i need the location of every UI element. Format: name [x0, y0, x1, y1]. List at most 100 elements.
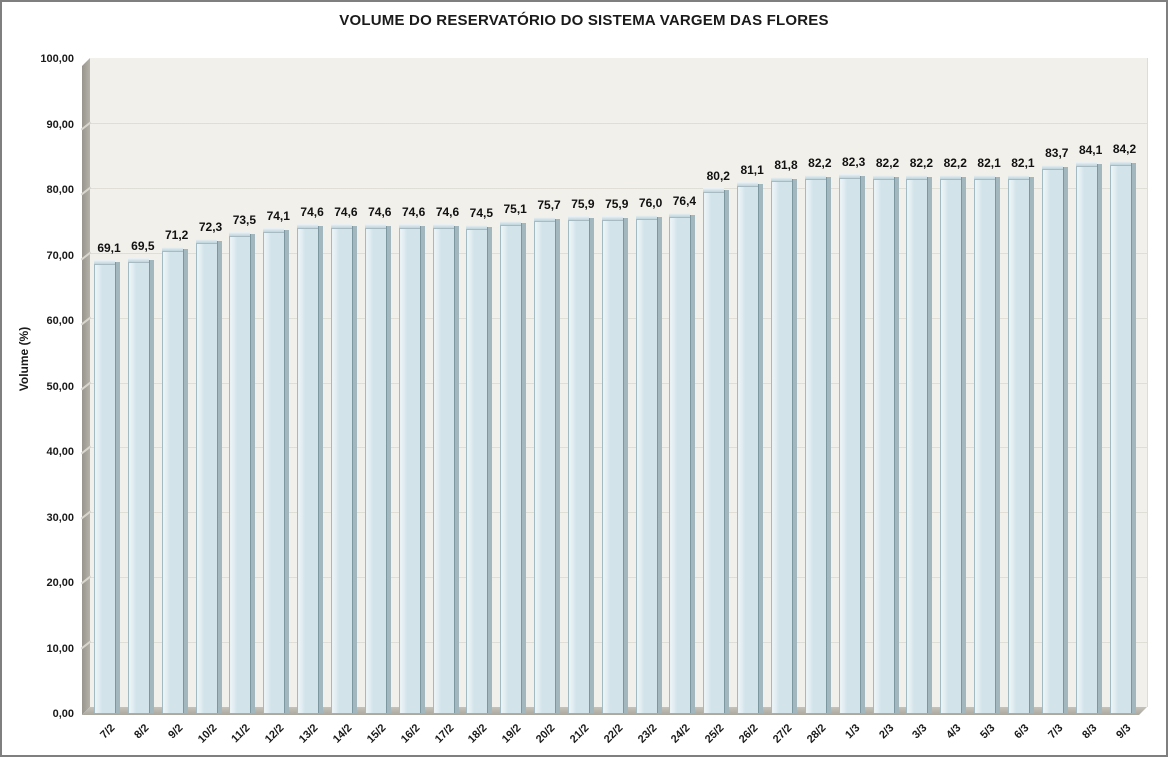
bar: [500, 221, 527, 713]
bar-side-3d: [893, 176, 899, 713]
bar-face: [1041, 164, 1063, 713]
bar-face: [534, 217, 556, 713]
bar-top-bevel: [534, 217, 556, 223]
bar: [940, 174, 967, 713]
bar-value-label: 82,1: [977, 156, 1001, 171]
bar-value-label: 82,2: [875, 155, 900, 170]
bar: [534, 217, 561, 713]
bar-side-3d: [859, 175, 865, 713]
bar-side-3d: [656, 217, 662, 713]
bar-face: [1075, 162, 1097, 713]
bar-face: [161, 246, 183, 713]
bar-value-label: 73,5: [232, 212, 257, 227]
y-tick-label: 100,00: [40, 53, 74, 65]
bar-face: [330, 224, 352, 713]
bar-value-label: 82,2: [808, 155, 832, 170]
bar-face: [737, 181, 759, 713]
bar-top-bevel: [940, 174, 962, 180]
bar-side-3d: [115, 262, 120, 713]
bar-top-bevel: [364, 224, 386, 230]
bar-side-3d: [182, 248, 188, 713]
bar-side-3d: [724, 189, 730, 713]
bar: [838, 173, 865, 713]
bar-value-label: 74,6: [334, 205, 358, 220]
bar: [297, 224, 324, 713]
y-tick-label: 0,00: [52, 708, 74, 720]
bar-value-label: 82,2: [909, 155, 934, 170]
gridline: [90, 121, 1147, 124]
y-tick-label: 80,00: [46, 184, 74, 196]
bar: [635, 215, 662, 713]
bar-side-3d: [995, 177, 1001, 713]
bar-side-3d: [555, 219, 561, 713]
bar-top-bevel: [1007, 175, 1029, 181]
bar-side-3d: [1028, 177, 1034, 713]
y-tick-label: 40,00: [46, 446, 74, 458]
bar-side-3d: [419, 226, 425, 713]
bar-face: [1007, 175, 1029, 713]
bar-face: [195, 239, 217, 713]
bar-value-label: 81,8: [774, 158, 798, 173]
bar-side-3d: [351, 226, 357, 713]
bar-top-bevel: [1109, 161, 1131, 167]
bar-value-label: 75,9: [571, 196, 595, 211]
bar-side-3d: [148, 259, 154, 713]
x-tick-label: 9/3: [1113, 722, 1133, 742]
bar-top-bevel: [432, 224, 454, 230]
bar-top-bevel: [500, 221, 522, 227]
bar-face: [669, 212, 691, 713]
bar-face: [906, 174, 928, 713]
bar-face: [364, 224, 386, 713]
y-tick-label: 90,00: [46, 118, 74, 131]
bar-top-bevel: [771, 177, 792, 183]
bar-top-bevel: [263, 227, 285, 233]
bar-side-3d: [927, 176, 933, 713]
bar-top-bevel: [804, 174, 826, 180]
bar-value-label: 82,2: [943, 155, 967, 170]
bar-top-bevel: [127, 257, 149, 263]
bar-side-3d: [758, 183, 764, 713]
bar: [804, 174, 831, 713]
bar-value-label: 76,4: [672, 193, 697, 208]
bar-side-3d: [690, 214, 696, 713]
bar-top-bevel: [703, 187, 725, 193]
bar: [195, 239, 222, 713]
bar-side-3d: [961, 176, 967, 713]
bar-side-3d: [487, 227, 493, 713]
bar-side-3d: [825, 176, 831, 713]
bar-face: [771, 177, 792, 713]
bar-face: [974, 175, 996, 713]
bar-side-3d: [792, 179, 797, 713]
bar: [263, 227, 290, 713]
bar-value-label: 74,1: [266, 208, 290, 223]
bar-value-label: 74,6: [368, 205, 392, 220]
bar-side-3d: [385, 226, 391, 713]
y-tick-label: 10,00: [46, 642, 74, 655]
bar: [601, 215, 628, 713]
bar-top-bevel: [669, 212, 691, 218]
bar-face: [500, 221, 522, 713]
bar: [330, 224, 357, 713]
bar-face: [432, 224, 454, 713]
y-tick-label: 20,00: [46, 577, 74, 589]
bar-value-label: 75,7: [537, 198, 561, 213]
bar-side-3d: [1096, 164, 1102, 713]
gridline: [90, 186, 1147, 189]
bar: [229, 231, 256, 713]
bar-top-bevel: [737, 181, 759, 187]
bar-face: [567, 215, 589, 713]
bar-top-bevel: [330, 224, 352, 230]
bar: [872, 174, 899, 713]
bar: [771, 177, 797, 713]
bar-top-bevel: [635, 215, 657, 221]
bar: [161, 246, 188, 713]
bar-side-3d: [250, 233, 256, 713]
bar-side-3d: [216, 241, 222, 713]
bar-value-label: 84,2: [1112, 142, 1137, 157]
bar-face: [398, 224, 420, 713]
bar-face: [1109, 161, 1131, 713]
bar-value-label: 75,1: [503, 202, 527, 217]
bar: [737, 181, 764, 713]
bar-value-label: 82,3: [842, 154, 866, 169]
